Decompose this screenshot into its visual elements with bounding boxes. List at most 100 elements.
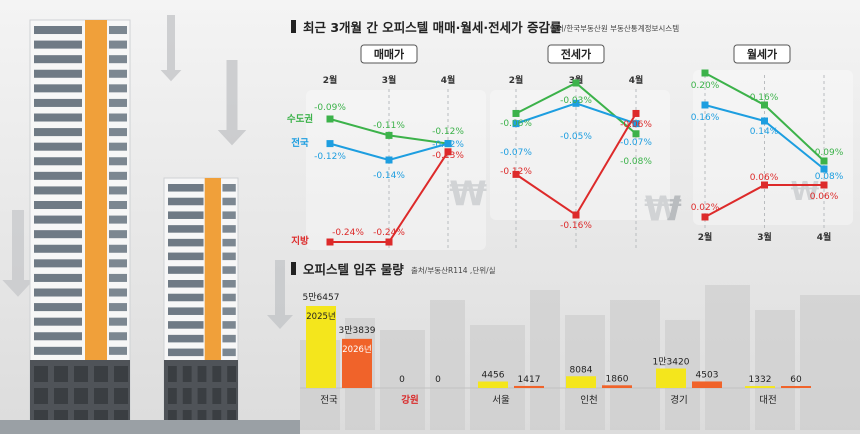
chart-title-box (547, 44, 605, 64)
data-point (385, 131, 393, 139)
building-window (109, 288, 127, 297)
category-label: 강원 (401, 394, 418, 406)
building-window (109, 303, 127, 312)
value-label-2025: 1332 (749, 375, 772, 385)
data-label: 0.16% (691, 113, 720, 123)
building-window (109, 273, 127, 282)
data-label: -0.09% (314, 103, 346, 113)
data-label: -0.11% (373, 121, 405, 131)
bar-2026 (342, 338, 372, 388)
skyline-building (705, 285, 750, 430)
building-window (168, 184, 204, 192)
building-window (34, 157, 82, 166)
building-window (34, 244, 82, 253)
building-window (34, 201, 82, 210)
skyline-building (380, 330, 425, 430)
skyline-building (430, 300, 465, 430)
building-orange-facade (85, 20, 107, 430)
building-window (34, 288, 82, 297)
data-label: 0.16% (750, 93, 779, 103)
data-label: -0.16% (560, 221, 592, 231)
building-base-window (74, 366, 88, 382)
chart-backdrop (693, 70, 853, 225)
building-window (109, 230, 127, 239)
category-label: 서울 (492, 395, 510, 406)
legend-0: 수도권 (287, 113, 313, 125)
data-label: 0.06% (810, 192, 839, 202)
building-base-window (212, 388, 222, 404)
building-base-window (94, 366, 108, 382)
building-base-window (227, 388, 236, 404)
x-tick-label: 3월 (382, 74, 397, 86)
building-base-window (197, 388, 207, 404)
building-window (109, 26, 127, 35)
data-label: -0.24% (332, 228, 364, 238)
building-window (34, 273, 82, 282)
building-window (222, 293, 236, 302)
building-window (34, 215, 82, 224)
data-label: 0.20% (691, 81, 720, 91)
building-base-window (94, 388, 108, 404)
building-window (168, 321, 204, 329)
building-base-window (168, 388, 177, 404)
supply-source: 출처/부동산R114 ,단위/실 (411, 265, 496, 275)
building-window (222, 280, 236, 288)
bar-2025 (745, 386, 775, 388)
chart-title: 전세가 (561, 47, 591, 61)
data-label: -0.12% (500, 167, 532, 177)
building-base-window (54, 366, 68, 382)
data-point (385, 238, 393, 246)
data-point (820, 181, 828, 189)
building-window (222, 266, 236, 274)
building-base-window (212, 366, 222, 382)
down-arrow-icon (2, 210, 34, 297)
data-label: -0.13% (432, 151, 464, 161)
price-source: 출처/한국부동산원 부동산통계정보시스템 (550, 23, 679, 33)
data-label: -0.14% (373, 171, 405, 181)
bar-2026 (781, 386, 811, 388)
building-base-window (114, 388, 128, 404)
building-window (168, 266, 204, 274)
skyline-building (755, 310, 795, 430)
data-label: -0.12% (432, 127, 464, 137)
building-window (168, 334, 204, 343)
building-window (168, 225, 204, 233)
x-tick-label: 4월 (817, 231, 832, 243)
data-label: -0.06% (620, 120, 652, 130)
building-base-window (168, 366, 177, 382)
category-label: 대전 (759, 395, 776, 406)
data-point (572, 211, 580, 219)
building-window (34, 317, 82, 326)
building-window (34, 69, 82, 78)
building-window (109, 142, 127, 151)
data-point (632, 120, 640, 128)
data-point (701, 101, 709, 109)
building-base-window (74, 388, 88, 404)
won-sign-icon: ₩ (791, 177, 820, 207)
building-window (222, 307, 236, 315)
building-base-window (212, 410, 222, 426)
value-label-2026: 4503 (696, 370, 719, 380)
building-window (109, 171, 127, 180)
building-window (109, 55, 127, 64)
data-label: -0.08% (620, 157, 652, 167)
bar-2025 (306, 306, 336, 388)
building-window (168, 211, 204, 219)
building-base-window (54, 388, 68, 404)
bar-2026 (692, 381, 722, 388)
building-base-window (197, 366, 207, 382)
building-base-window (34, 388, 48, 404)
data-point (512, 109, 520, 117)
chart-title-box (360, 44, 418, 64)
price-title: 최근 3개월 간 오피스텔 매매·월세·전세가 증감률 (303, 20, 562, 35)
data-point (326, 238, 334, 246)
data-label: -0.12% (432, 140, 464, 150)
value-label-2025: 8084 (570, 365, 593, 375)
x-tick-label: 4월 (629, 74, 644, 86)
building-window (34, 98, 82, 107)
category-label: 경기 (670, 394, 687, 406)
data-point (512, 120, 520, 128)
value-label-2026: 1417 (518, 375, 541, 385)
